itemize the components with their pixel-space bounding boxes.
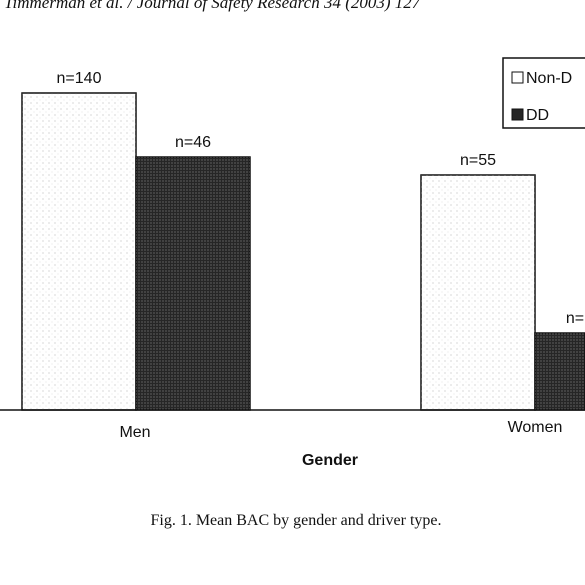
legend-label: Non-D bbox=[526, 70, 572, 87]
bar bbox=[420, 174, 536, 411]
bar-annotation: n=55 bbox=[460, 152, 496, 169]
legend-swatch bbox=[511, 71, 524, 84]
bar bbox=[135, 156, 251, 411]
x-tick-label: Women bbox=[508, 419, 563, 436]
bar-annotation: n=140 bbox=[57, 70, 102, 87]
bar bbox=[534, 332, 585, 411]
x-axis-label: Gender bbox=[302, 452, 358, 469]
running-header: Timmerman et al. / Journal of Safety Res… bbox=[4, 0, 422, 12]
legend-swatch bbox=[511, 108, 524, 121]
bar bbox=[21, 92, 137, 411]
bar-annotation: n=46 bbox=[175, 134, 211, 151]
bar-annotation: n= bbox=[566, 310, 584, 327]
caption: Fig. 1. Mean BAC by gender and driver ty… bbox=[150, 512, 441, 529]
legend-label: DD bbox=[526, 107, 549, 124]
x-tick-label: Men bbox=[119, 424, 150, 441]
